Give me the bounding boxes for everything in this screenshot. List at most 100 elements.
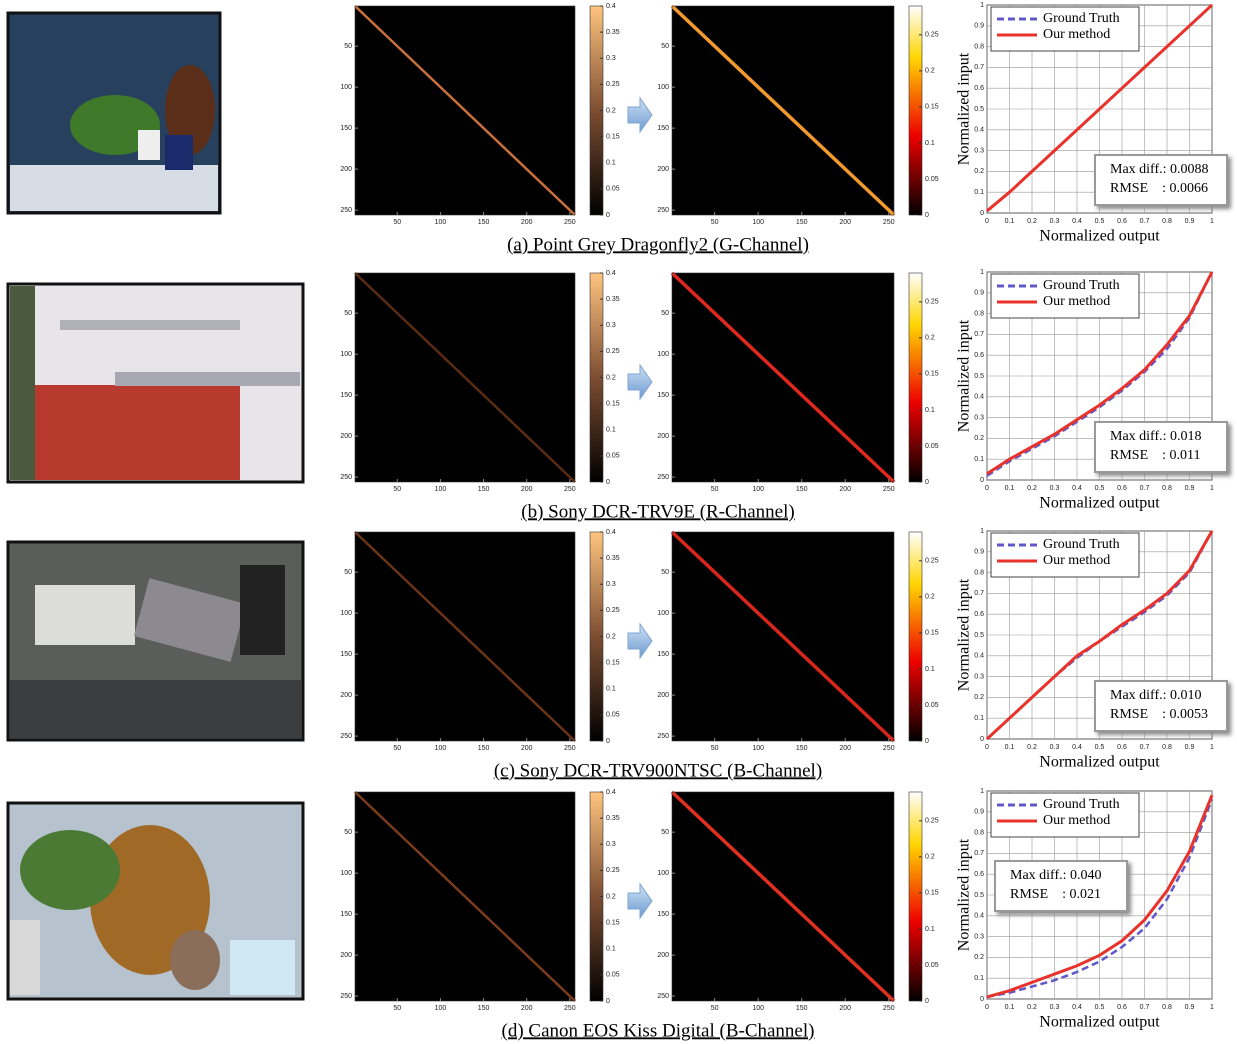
photo — [8, 284, 303, 482]
colorbar-tick-label: 0.15 — [606, 659, 620, 666]
colorbar-tick-label: 0.35 — [606, 29, 620, 36]
colorbar-tick-label: 0.25 — [925, 818, 939, 825]
colorbar-tick-label: 0.35 — [606, 815, 620, 822]
annotation: Max diff.: 0.040 — [1010, 868, 1102, 883]
y-tick-label: 0.1 — [974, 189, 984, 196]
y-tick-label: 100 — [657, 84, 669, 91]
colorbar-tick-label: 0 — [925, 212, 929, 219]
x-tick-label: 250 — [564, 486, 576, 493]
y-tick-label: 0.4 — [974, 394, 984, 401]
colorbar-tick-label: 0.25 — [606, 81, 620, 88]
colorbar-tick-label: 0 — [606, 479, 610, 486]
y-tick-label: 0 — [980, 996, 984, 1003]
x-tick-label: 0.3 — [1050, 218, 1060, 225]
y-tick-label: 250 — [340, 993, 352, 1000]
photo — [8, 542, 303, 740]
y-tick-label: 0.9 — [974, 809, 984, 816]
x-tick-label: 50 — [393, 486, 401, 493]
y-tick-label: 0.4 — [974, 127, 984, 134]
x-tick-label: 200 — [521, 1005, 533, 1012]
y-tick-label: 200 — [340, 952, 352, 959]
x-tick-label: 200 — [521, 486, 533, 493]
colorbar-tick-label: 0.1 — [606, 686, 616, 693]
legend-label: Ground Truth — [1043, 278, 1120, 293]
colorbar-tick-label: 0.1 — [925, 666, 935, 673]
colorbar-tick-label: 0.15 — [606, 400, 620, 407]
y-axis-label: Normalized input — [956, 578, 973, 691]
colorbar-tick-label: 0 — [925, 479, 929, 486]
x-tick-label: 0 — [985, 218, 989, 225]
annotation: Max diff.: 0.0088 — [1110, 162, 1209, 177]
colorbar-tick-label: 0.1 — [606, 160, 616, 167]
y-axis-label: Normalized input — [956, 52, 973, 165]
y-tick-label: 200 — [657, 692, 669, 699]
x-tick-label: 100 — [752, 745, 764, 752]
colorbar-tick-label: 0.4 — [606, 270, 616, 277]
colorbar-tick-label: 0.25 — [925, 299, 939, 306]
colorbar-tick-label: 0.15 — [925, 890, 939, 897]
x-tick-label: 0.8 — [1162, 744, 1172, 751]
colorbar-tick-label: 0.2 — [925, 68, 935, 75]
x-tick-label: 100 — [752, 486, 764, 493]
caption: (b) Sony DCR-TRV9E (R-Channel) — [521, 501, 794, 522]
x-tick-label: 0.5 — [1095, 1004, 1105, 1011]
x-tick-label: 100 — [435, 486, 447, 493]
x-tick-label: 0.5 — [1095, 218, 1105, 225]
colorbar-tick-label: 0.25 — [606, 607, 620, 614]
x-axis-label: Normalized output — [1039, 495, 1160, 512]
y-tick-label: 0.8 — [974, 569, 984, 576]
legend-label: Our method — [1043, 553, 1110, 568]
arrow — [628, 884, 652, 918]
legend-label: Ground Truth — [1043, 797, 1120, 812]
y-tick-label: 200 — [657, 166, 669, 173]
colorbar-tick-label: 0.05 — [925, 702, 939, 709]
y-tick-label: 250 — [657, 207, 669, 214]
colorbar-tick-label: 0.25 — [925, 32, 939, 39]
y-tick-label: 150 — [340, 911, 352, 918]
colorbar-tick-label: 0.05 — [925, 962, 939, 969]
y-tick-label: 50 — [661, 43, 669, 50]
annotation: Max diff.: 0.018 — [1110, 429, 1202, 444]
x-tick-label: 150 — [478, 219, 490, 226]
y-tick-label: 100 — [657, 610, 669, 617]
x-tick-label: 0.3 — [1050, 744, 1060, 751]
x-tick-label: 0.6 — [1117, 1004, 1127, 1011]
y-tick-label: 200 — [340, 166, 352, 173]
x-tick-label: 1 — [1210, 485, 1214, 492]
legend-label: Our method — [1043, 813, 1110, 828]
x-tick-label: 100 — [752, 1005, 764, 1012]
colorbar-tick-label: 0.05 — [606, 712, 620, 719]
annotation: RMSE : 0.021 — [1010, 887, 1101, 902]
y-tick-label: 250 — [657, 733, 669, 740]
colorbar-tick-label: 0.2 — [606, 374, 616, 381]
y-tick-label: 1 — [980, 528, 984, 535]
y-tick-label: 50 — [661, 569, 669, 576]
x-tick-label: 150 — [796, 219, 808, 226]
caption: (d) Canon EOS Kiss Digital (B-Channel) — [502, 1020, 815, 1041]
x-tick-label: 0.7 — [1140, 1004, 1150, 1011]
colorbar-tick-label: 0.1 — [606, 427, 616, 434]
colorbar-tick-label: 0.05 — [925, 443, 939, 450]
y-tick-label: 0.3 — [974, 414, 984, 421]
x-tick-label: 100 — [435, 219, 447, 226]
colorbar-tick-label: 0.05 — [606, 972, 620, 979]
x-tick-label: 0.8 — [1162, 485, 1172, 492]
x-tick-label: 0.1 — [1005, 1004, 1015, 1011]
y-tick-label: 50 — [661, 829, 669, 836]
x-tick-label: 0.4 — [1072, 485, 1082, 492]
y-tick-label: 0 — [980, 736, 984, 743]
y-tick-label: 150 — [657, 392, 669, 399]
colorbar-tick-label: 0.15 — [606, 919, 620, 926]
x-tick-label: 0.5 — [1095, 744, 1105, 751]
x-tick-label: 0.1 — [1005, 218, 1015, 225]
arrow — [628, 365, 652, 399]
colorbar-tick-label: 0 — [606, 738, 610, 745]
colorbar-tick-label: 0.3 — [606, 841, 616, 848]
y-tick-label: 0.9 — [974, 290, 984, 297]
y-tick-label: 50 — [344, 829, 352, 836]
x-tick-label: 150 — [478, 1005, 490, 1012]
colorbar-tick-label: 0.2 — [606, 107, 616, 114]
y-tick-label: 0.1 — [974, 975, 984, 982]
x-tick-label: 0.4 — [1072, 218, 1082, 225]
x-tick-label: 0.9 — [1185, 218, 1195, 225]
